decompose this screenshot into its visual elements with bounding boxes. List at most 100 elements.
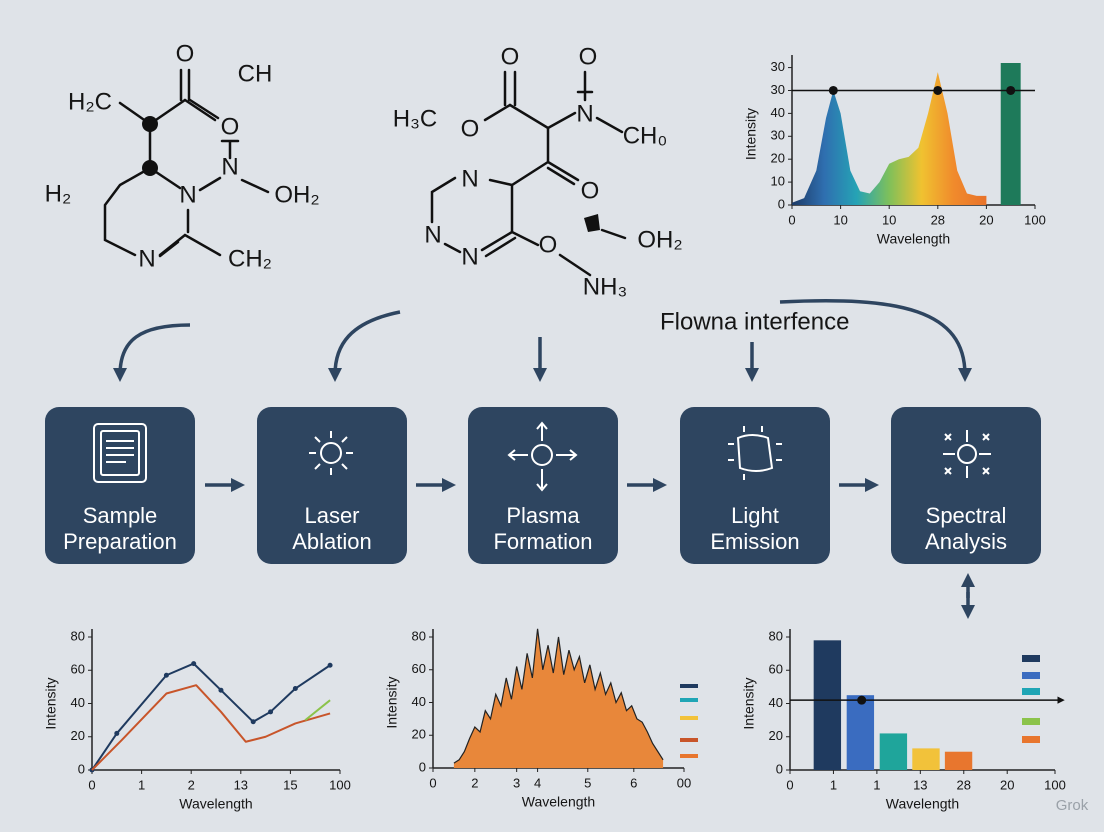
atom-label: O (501, 43, 520, 70)
atom-label: H₂C (68, 88, 112, 115)
y-tick-label: 0 (78, 761, 85, 776)
point (268, 709, 274, 715)
annotation: Flowna interfence (660, 308, 849, 335)
y-tick-label: 80 (412, 628, 426, 643)
reference-point (1006, 85, 1016, 95)
bar (1000, 63, 1021, 205)
atom-label: N (461, 165, 478, 192)
atom-node (142, 116, 158, 132)
reference-point (933, 85, 943, 95)
step-label: Spectral (926, 503, 1007, 528)
x-tick-label: 100 (1024, 212, 1046, 227)
step-label: Analysis (925, 529, 1007, 554)
atom-label: O (581, 177, 600, 204)
step-icons (93, 421, 991, 492)
x-tick-label: 20 (979, 212, 993, 227)
step-label: Ablation (292, 529, 372, 554)
atom-label: O (579, 43, 598, 70)
area-outline (453, 628, 664, 764)
y-tick-label: 60 (769, 662, 783, 677)
atom-label: O (461, 115, 480, 142)
atom-label: O (539, 231, 558, 258)
wedge (584, 214, 600, 232)
mini-chart: 0 10 20 30 40 30 30 0 10 10 28 20 100 Intensity Wavele… (743, 55, 1046, 247)
y-tick-label: 80 (769, 628, 783, 643)
step-label: Plasma (506, 503, 580, 528)
watermark: Grok (1056, 797, 1089, 814)
atom-label: H₃C (393, 105, 437, 132)
mini-chart: 0 20 40 60 80 0 2 3 4 5 6 00 Intensity Wavelength (384, 628, 692, 809)
step-label: Emission (710, 529, 799, 554)
y-tick-label: 20 (769, 728, 783, 743)
atom-label: N (576, 100, 593, 127)
y-tick-label: 80 (71, 628, 85, 643)
x-tick-label: 100 (329, 777, 351, 792)
x-axis-title: Wavelength (886, 796, 959, 812)
atom-label: O (221, 113, 240, 140)
atom-label: N (461, 243, 478, 270)
y-tick-label: 60 (71, 662, 85, 677)
atom-label: N (221, 153, 238, 180)
x-tick-label: 0 (429, 775, 436, 790)
x-tick-label: 28 (931, 212, 945, 227)
x-tick-label: 5 (584, 775, 591, 790)
x-tick-label: 2 (188, 777, 195, 792)
x-tick-label: 100 (1044, 777, 1066, 792)
mini-chart: 0 20 40 60 80 0 1 2 13 15 100 Intensity Wavelength (43, 628, 351, 811)
y-axis-title: Intensity (384, 676, 400, 728)
y-tick-label: 20 (412, 727, 426, 742)
bar (944, 751, 973, 770)
point (191, 661, 197, 667)
step-label: Laser (304, 503, 359, 528)
point (163, 672, 169, 678)
x-tick-label: 10 (833, 212, 847, 227)
x-tick-label: 28 (957, 777, 971, 792)
x-axis-title: Wavelength (877, 231, 950, 247)
y-tick-label: 20 (71, 728, 85, 743)
point (292, 686, 298, 692)
y-tick-label: 20 (771, 151, 785, 166)
y-tick-label: 60 (412, 661, 426, 676)
step-label: Light (731, 503, 779, 528)
reference-point (857, 695, 867, 705)
step-box (45, 407, 195, 564)
step-label: Preparation (63, 529, 177, 554)
x-tick-label: 13 (234, 777, 248, 792)
x-tick-label: 4 (534, 775, 541, 790)
atom-label: H₂ (45, 180, 72, 207)
line (304, 699, 331, 721)
atom-label: OH₂ (637, 226, 682, 253)
x-tick-label: 13 (913, 777, 927, 792)
x-tick-label: 0 (788, 212, 795, 227)
x-tick-label: 6 (630, 775, 637, 790)
bar (879, 733, 908, 770)
atom-label: N (424, 221, 441, 248)
y-axis-title: Intensity (43, 677, 59, 729)
area-fill (792, 72, 987, 206)
y-tick-label: 0 (419, 759, 426, 774)
x-tick-label: 0 (786, 777, 793, 792)
x-tick-label: 20 (1000, 777, 1014, 792)
y-tick-label: 40 (71, 695, 85, 710)
point (218, 687, 224, 693)
y-tick-label: 40 (771, 105, 785, 120)
mini-chart: 0 20 40 60 80 0 1 1 13 28 20 100 Intensity Wavelength (741, 628, 1066, 811)
x-tick-label: 00 (677, 775, 691, 790)
bar (813, 640, 842, 770)
atom-label: N (179, 181, 196, 208)
point (114, 730, 120, 736)
atom-node (142, 160, 158, 176)
y-axis-title: Intensity (741, 677, 757, 729)
atom-label: CH₂ (228, 245, 272, 272)
y-tick-label: 0 (778, 196, 785, 211)
bar (846, 695, 875, 770)
y-tick-label: 10 (771, 174, 785, 189)
bar (912, 748, 940, 770)
x-tick-label: 3 (513, 775, 520, 790)
x-tick-label: 15 (283, 777, 297, 792)
step-label: Sample (83, 503, 158, 528)
x-tick-label: 10 (882, 212, 896, 227)
y-tick-label: 30 (771, 82, 785, 97)
